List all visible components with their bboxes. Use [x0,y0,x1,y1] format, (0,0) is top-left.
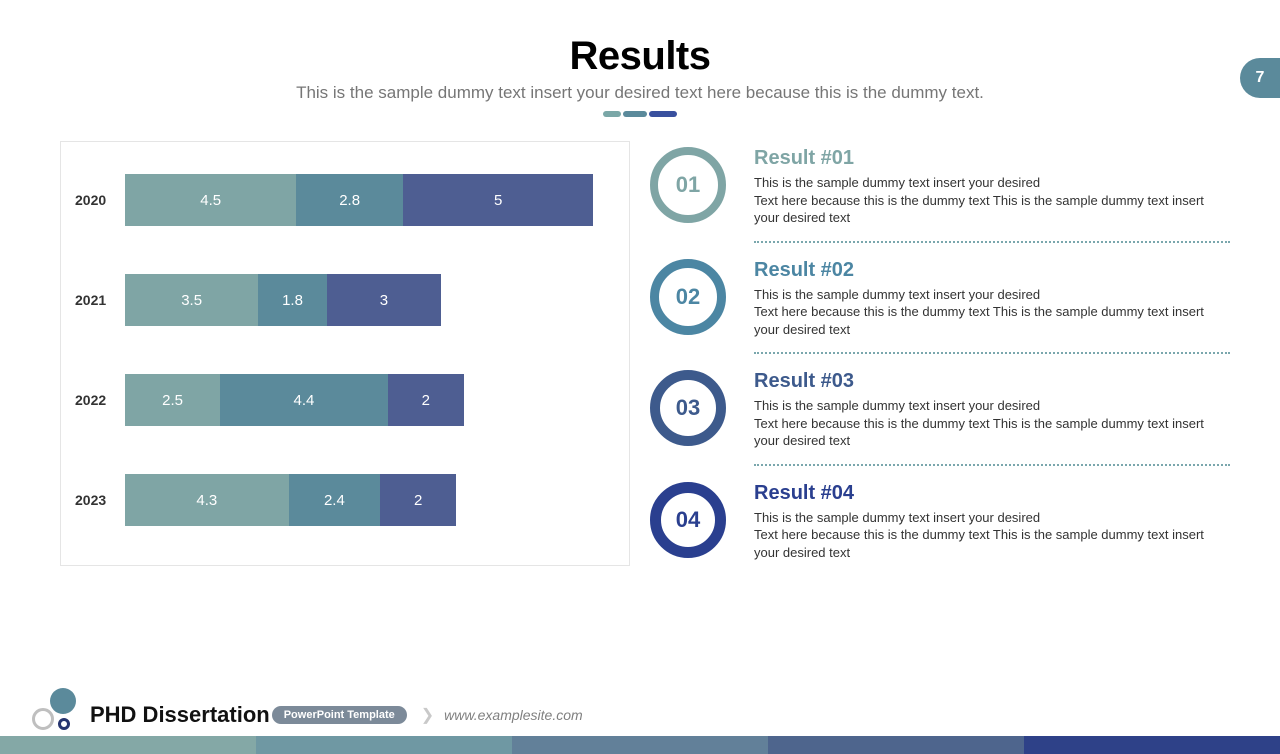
bar-segment: 3.5 [125,274,258,326]
result-text: Result #01 This is the sample dummy text … [754,147,1230,227]
stripe-segment [1024,736,1280,754]
footer: PHD Dissertation PowerPoint Template ❯ w… [0,694,1280,736]
bar-segment: 5 [403,174,593,226]
bar-wrap: 4.52.85 [125,174,625,226]
footer-logo [28,694,84,736]
page-number: 7 [1256,69,1265,87]
bar-segment: 2 [380,474,456,526]
result-desc: This is the sample dummy text insert you… [754,397,1230,450]
result-text: Result #02 This is the sample dummy text … [754,259,1230,339]
chart-row-label: 2023 [65,492,125,508]
result-title: Result #01 [754,147,1230,170]
result-item: 02 Result #02 This is the sample dummy tex… [650,253,1230,343]
result-text: Result #03 This is the sample dummy text … [754,370,1230,450]
bar-wrap: 4.32.42 [125,474,625,526]
chevron-right-icon: ❯ [421,705,434,725]
result-number-circle: 03 [650,370,726,446]
bar-segment: 4.4 [220,374,388,426]
bottom-stripe [0,736,1280,754]
bar-segment: 1.8 [258,274,327,326]
bar-segment: 4.3 [125,474,289,526]
bar-segment: 2.4 [289,474,380,526]
bar-segment: 4.5 [125,174,296,226]
chart-row: 20222.54.42 [65,350,625,450]
title-underline [0,111,1280,117]
page-title: Results [0,34,1280,79]
result-title: Result #04 [754,482,1230,505]
result-desc: This is the sample dummy text insert you… [754,509,1230,562]
stripe-segment [512,736,768,754]
result-title: Result #03 [754,370,1230,393]
page-subtitle: This is the sample dummy text insert you… [0,83,1280,103]
chart-row: 20234.32.42 [65,450,625,550]
stripe-segment [768,736,1024,754]
bar-segment: 2.8 [296,174,403,226]
result-item: 03 Result #03 This is the sample dummy tex… [650,364,1230,454]
result-desc: This is the sample dummy text insert you… [754,174,1230,227]
chart-row-label: 2022 [65,392,125,408]
result-text: Result #04 This is the sample dummy text … [754,482,1230,562]
chart-row: 20213.51.83 [65,250,625,350]
footer-url: www.examplesite.com [444,707,583,723]
results-chart: 20204.52.8520213.51.8320222.54.4220234.3… [60,141,630,566]
result-separator [754,464,1230,466]
footer-badge: PowerPoint Template [272,706,407,724]
stripe-segment [0,736,256,754]
result-item: 01 Result #01 This is the sample dummy tex… [650,141,1230,231]
chart-row: 20204.52.85 [65,150,625,250]
result-title: Result #02 [754,259,1230,282]
chart-row-label: 2020 [65,192,125,208]
bar-segment: 2.5 [125,374,220,426]
bar-wrap: 3.51.83 [125,274,625,326]
bar-segment: 3 [327,274,441,326]
result-item: 04 Result #04 This is the sample dummy tex… [650,476,1230,566]
header: Results This is the sample dummy text in… [0,34,1280,117]
result-number-circle: 01 [650,147,726,223]
chart-row-label: 2021 [65,292,125,308]
results-list: 01 Result #01 This is the sample dummy tex… [650,141,1230,566]
result-separator [754,241,1230,243]
result-desc: This is the sample dummy text insert you… [754,286,1230,339]
footer-brand: PHD Dissertation [90,702,270,728]
page-number-badge: 7 [1240,58,1280,98]
result-number-circle: 04 [650,482,726,558]
result-separator [754,352,1230,354]
bar-segment: 2 [388,374,464,426]
result-number-circle: 02 [650,259,726,335]
main-content: 20204.52.8520213.51.8320222.54.4220234.3… [0,141,1280,566]
bar-wrap: 2.54.42 [125,374,625,426]
stripe-segment [256,736,512,754]
